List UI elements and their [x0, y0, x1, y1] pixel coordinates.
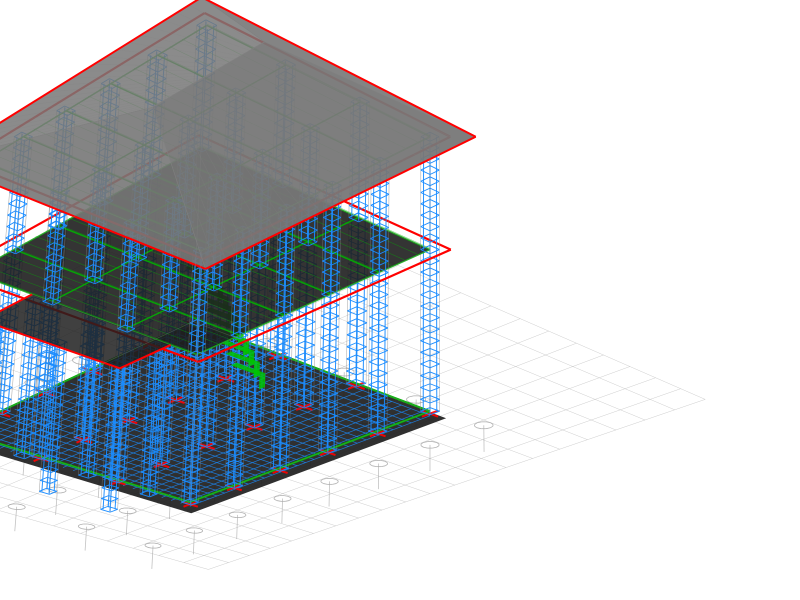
- model-viewport[interactable]: [0, 0, 800, 600]
- wireframe-scene: [0, 0, 800, 600]
